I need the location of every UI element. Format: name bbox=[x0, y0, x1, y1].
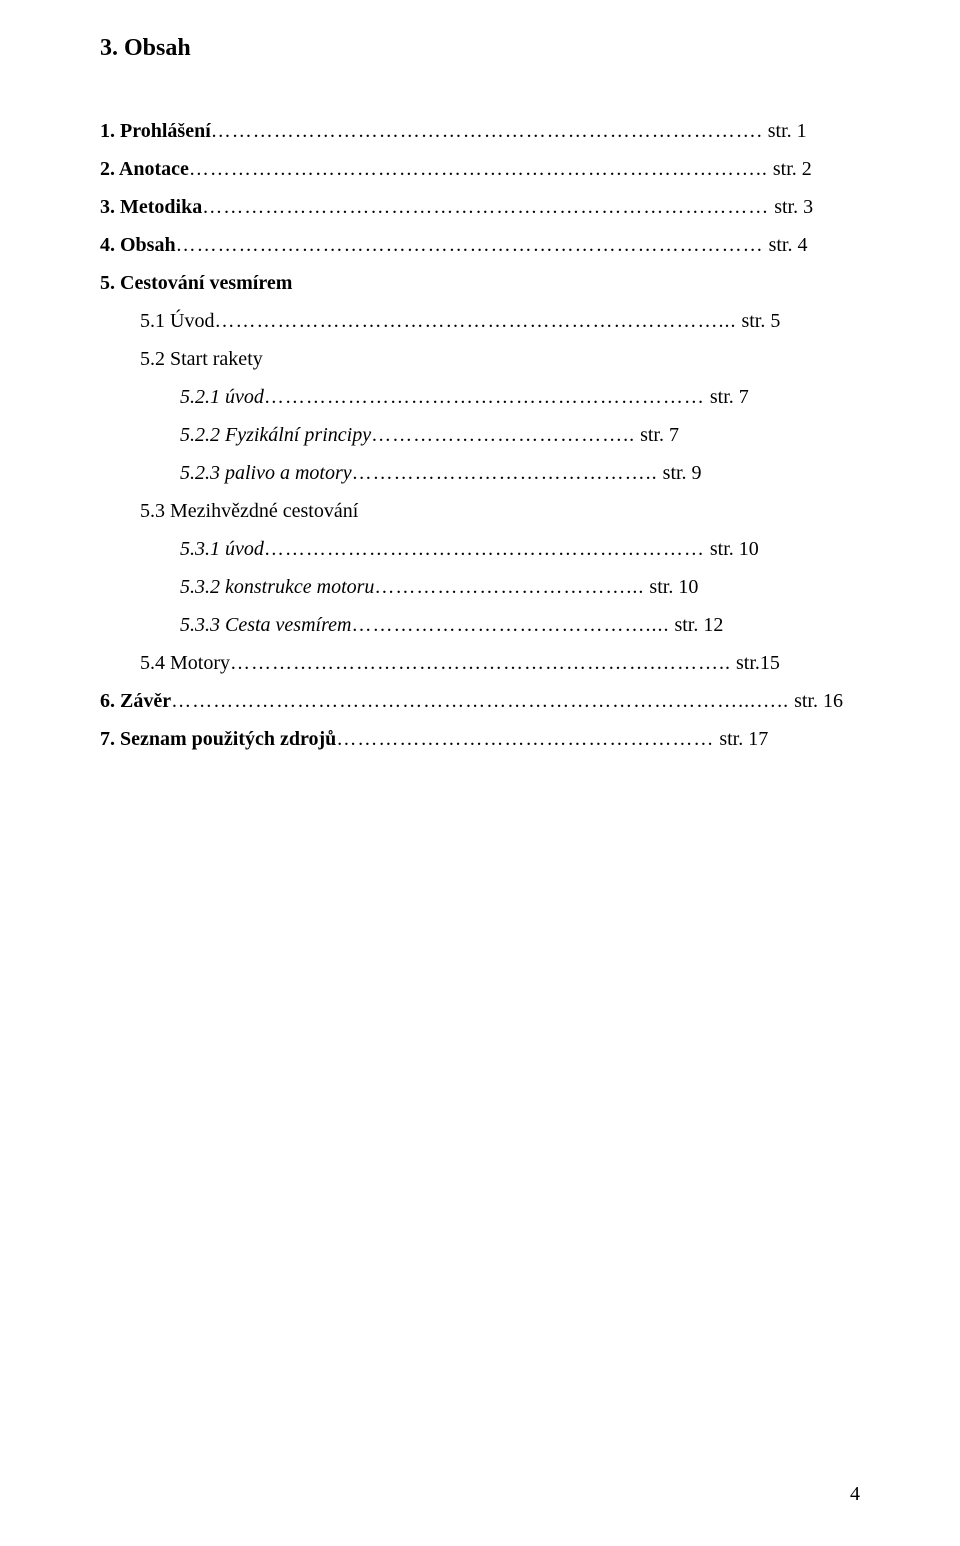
toc-entry: 4. Obsah………………………………………………………………………… str… bbox=[100, 226, 860, 264]
toc-label: 1. Prohlášení bbox=[100, 120, 211, 142]
toc-entry: 5.2.1 úvod……………………………………………………… str. 7 bbox=[100, 378, 860, 416]
toc-page-ref: str. 16 bbox=[789, 690, 843, 712]
toc-leader-dots: ……………………………………………………………………….. bbox=[189, 158, 768, 180]
toc-entry: 5.4 Motory…………………………………………………….……….. str… bbox=[100, 644, 860, 682]
page-number: 4 bbox=[850, 1483, 860, 1506]
toc-leader-dots: ………………………………………………………………... bbox=[214, 310, 736, 332]
toc-page-ref: str. 5 bbox=[736, 310, 780, 332]
toc-leader-dots: ……………………………………………………………………. bbox=[211, 120, 763, 142]
table-of-contents: 1. Prohlášení…………………………………………………………………….… bbox=[100, 112, 860, 758]
toc-entry: 7. Seznam použitých zdrojů……………………………………… bbox=[100, 720, 860, 758]
toc-leader-dots: …………………………………….... bbox=[351, 614, 669, 636]
toc-page-ref: str. 1 bbox=[763, 120, 807, 142]
toc-label: 5. Cestování vesmírem bbox=[100, 272, 292, 294]
toc-entry: 5.3.1 úvod……………………………………………………… str. 10 bbox=[100, 530, 860, 568]
toc-entry: 6. Závěr………………………………………………………………………...….… bbox=[100, 682, 860, 720]
toc-leader-dots: ……………………………………………… bbox=[336, 728, 714, 750]
toc-leader-dots: ……………………………………………………………………… bbox=[202, 196, 769, 218]
toc-leader-dots: ………………………………………………………………………… bbox=[176, 234, 764, 256]
toc-leader-dots: ………………………………... bbox=[374, 576, 644, 598]
toc-page-ref: str. 10 bbox=[705, 538, 759, 560]
toc-label: 5.1 Úvod bbox=[140, 310, 214, 332]
toc-entry: 5.2.2 Fyzikální principy……………………………….. s… bbox=[100, 416, 860, 454]
toc-label: 5.2.3 palivo a motory bbox=[180, 462, 352, 484]
toc-entry: 5.1 Úvod………………………………………………………………... str.… bbox=[100, 302, 860, 340]
toc-leader-dots: …………………………………………………….……….. bbox=[230, 652, 731, 674]
toc-page-ref: str. 17 bbox=[714, 728, 768, 750]
toc-page-ref: str.15 bbox=[731, 652, 780, 674]
toc-label: 5.3.3 Cesta vesmírem bbox=[180, 614, 351, 636]
toc-page-ref: str. 9 bbox=[658, 462, 702, 484]
toc-entry: 5.2 Start rakety bbox=[100, 340, 860, 378]
toc-label: 4. Obsah bbox=[100, 234, 176, 256]
toc-page-ref: str. 10 bbox=[644, 576, 698, 598]
toc-page-ref: str. 7 bbox=[705, 386, 749, 408]
toc-entry: 5.2.3 palivo a motory…………………………………….. st… bbox=[100, 454, 860, 492]
toc-label: 5.2 Start rakety bbox=[140, 348, 263, 370]
toc-page-ref: str. 2 bbox=[768, 158, 812, 180]
toc-page-ref: str. 4 bbox=[764, 234, 808, 256]
toc-page-ref: str. 3 bbox=[769, 196, 813, 218]
toc-label: 5.4 Motory bbox=[140, 652, 230, 674]
toc-entry: 1. Prohlášení…………………………………………………………………….… bbox=[100, 112, 860, 150]
toc-leader-dots: ……………………………………………………… bbox=[264, 538, 705, 560]
toc-label: 2. Anotace bbox=[100, 158, 189, 180]
toc-leader-dots: ……………………………….. bbox=[371, 424, 635, 446]
toc-entry: 5. Cestování vesmírem bbox=[100, 264, 860, 302]
toc-label: 5.3.2 konstrukce motoru bbox=[180, 576, 374, 598]
toc-entry: 5.3 Mezihvězdné cestování bbox=[100, 492, 860, 530]
toc-label: 5.2.2 Fyzikální principy bbox=[180, 424, 371, 446]
toc-entry: 5.3.2 konstrukce motoru………………………………... s… bbox=[100, 568, 860, 606]
toc-label: 7. Seznam použitých zdrojů bbox=[100, 728, 336, 750]
toc-label: 5.2.1 úvod bbox=[180, 386, 264, 408]
toc-leader-dots: …………………………………….. bbox=[352, 462, 658, 484]
toc-leader-dots: ………………………………………………………………………...….. bbox=[171, 690, 789, 712]
section-heading: 3. Obsah bbox=[100, 35, 860, 62]
toc-entry: 2. Anotace……………………………………………………………………….. … bbox=[100, 150, 860, 188]
toc-leader-dots: ……………………………………………………… bbox=[264, 386, 705, 408]
toc-page-ref: str. 12 bbox=[669, 614, 723, 636]
toc-label: 3. Metodika bbox=[100, 196, 202, 218]
toc-entry: 5.3.3 Cesta vesmírem…………………………………….... s… bbox=[100, 606, 860, 644]
toc-label: 6. Závěr bbox=[100, 690, 171, 712]
toc-entry: 3. Metodika……………………………………………………………………… s… bbox=[100, 188, 860, 226]
toc-label: 5.3 Mezihvězdné cestování bbox=[140, 500, 358, 522]
toc-page-ref: str. 7 bbox=[635, 424, 679, 446]
toc-label: 5.3.1 úvod bbox=[180, 538, 264, 560]
